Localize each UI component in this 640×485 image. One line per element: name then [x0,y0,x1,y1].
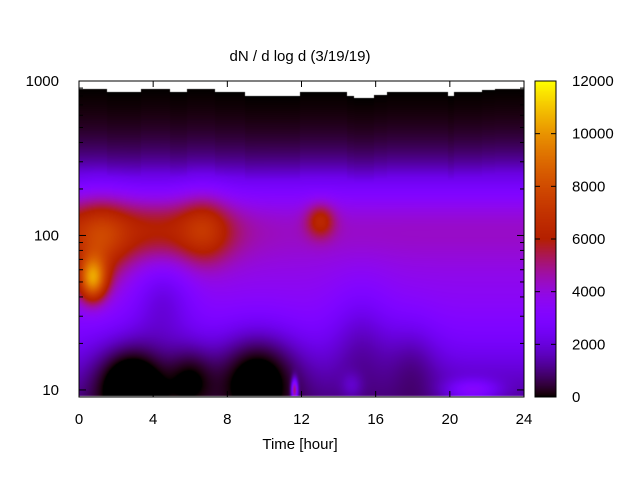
x-tick-label: 4 [149,411,157,428]
colorbar-tick-label: 8000 [572,178,605,195]
chart-title: dN / d log d (3/19/19) [230,48,371,65]
colorbar-tick-label: 0 [572,389,580,406]
y-tick-label: 10 [42,382,59,399]
colorbar-image [535,81,556,397]
y-tick-label: 1000 [26,73,59,90]
x-tick-label: 0 [75,411,83,428]
x-axis-label: Time [hour] [262,436,337,453]
x-tick-label: 12 [293,411,310,428]
colorbar-tick-label: 2000 [572,336,605,353]
y-tick-label: 100 [34,227,59,244]
colorbar-tick-label: 10000 [572,126,614,143]
colorbar-tick-label: 6000 [572,231,605,248]
heatmap-image [79,81,524,397]
colorbar-tick-label: 12000 [572,73,614,90]
colorbar-tick-label: 4000 [572,284,605,301]
x-tick-label: 8 [223,411,231,428]
x-tick-label: 16 [367,411,384,428]
x-tick-label: 24 [516,411,533,428]
x-tick-label: 20 [441,411,458,428]
